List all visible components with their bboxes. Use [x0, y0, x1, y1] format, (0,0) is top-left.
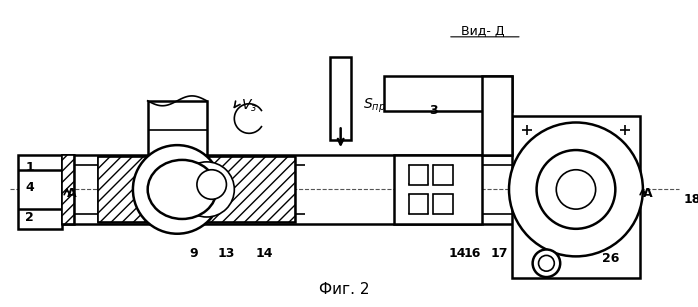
Bar	[433, 165, 453, 185]
Text: $V_з$: $V_з$	[241, 98, 258, 114]
Text: 18: 18	[683, 193, 698, 206]
Bar	[394, 155, 482, 224]
Text: 7: 7	[141, 175, 150, 188]
Bar	[62, 155, 74, 224]
Bar	[433, 194, 453, 214]
Circle shape	[556, 170, 595, 209]
Circle shape	[179, 162, 235, 217]
Text: Фиг. 2: Фиг. 2	[320, 282, 370, 297]
Text: $S_{пр}$: $S_{пр}$	[363, 97, 385, 115]
Bar	[98, 157, 295, 222]
Bar	[98, 157, 295, 222]
Text: 3: 3	[429, 104, 438, 117]
Circle shape	[197, 170, 226, 199]
Text: 2: 2	[25, 211, 34, 223]
Text: 16: 16	[464, 247, 481, 260]
Bar	[330, 56, 352, 140]
Bar	[512, 116, 640, 278]
Bar	[408, 194, 429, 214]
Circle shape	[533, 250, 560, 277]
Text: 4: 4	[25, 181, 34, 194]
Text: 14: 14	[255, 247, 273, 260]
Bar	[17, 155, 62, 229]
Bar	[408, 165, 429, 185]
Bar	[148, 101, 207, 155]
Text: 17: 17	[491, 247, 508, 260]
Circle shape	[539, 255, 554, 271]
Circle shape	[509, 122, 643, 256]
Circle shape	[537, 150, 616, 229]
Text: 26: 26	[602, 252, 619, 265]
Text: 14: 14	[449, 247, 466, 260]
Text: Вид- Д: Вид- Д	[461, 25, 504, 38]
Text: A: A	[643, 187, 653, 200]
Bar	[62, 155, 74, 224]
Bar	[482, 76, 512, 155]
Text: A: A	[67, 187, 77, 200]
Ellipse shape	[148, 160, 216, 219]
Bar	[384, 76, 512, 111]
Circle shape	[133, 145, 221, 234]
Text: 9: 9	[190, 247, 198, 260]
Text: 1: 1	[25, 161, 34, 174]
Text: 13: 13	[218, 247, 235, 260]
